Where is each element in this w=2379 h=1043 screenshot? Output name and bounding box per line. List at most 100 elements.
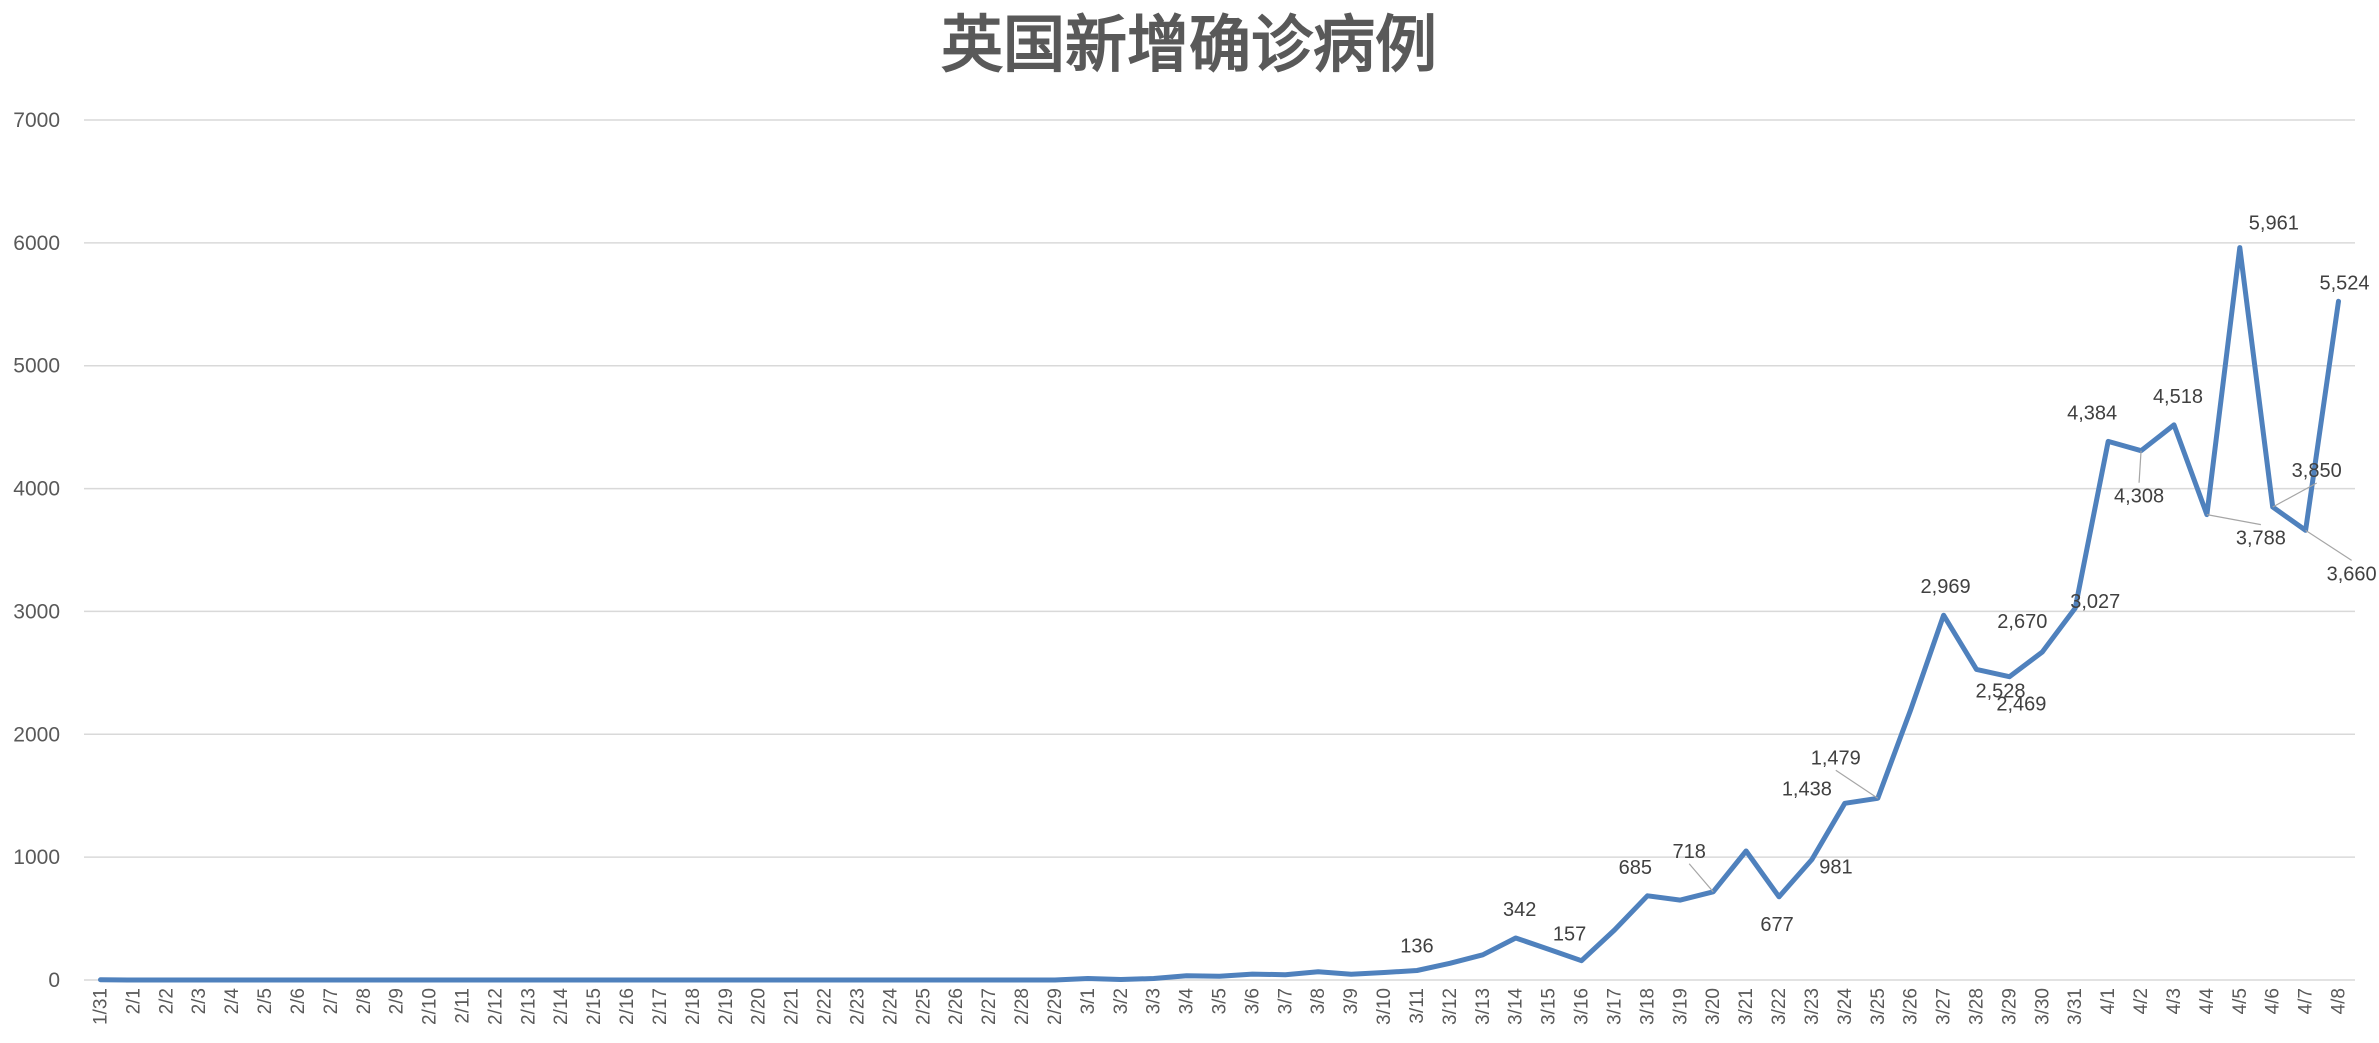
y-tick-label: 7000 <box>13 109 60 132</box>
y-tick-label: 5000 <box>13 355 60 378</box>
x-tick-label: 4/7 <box>2296 988 2317 1014</box>
x-tick-label: 2/19 <box>716 988 737 1025</box>
y-tick-label: 0 <box>48 969 60 992</box>
data-label: 718 <box>1673 841 1706 863</box>
x-tick-label: 4/8 <box>2329 988 2350 1014</box>
x-tick-label: 2/28 <box>1012 988 1033 1025</box>
x-tick-label: 2/1 <box>123 988 144 1014</box>
x-tick-label: 3/31 <box>2065 988 2086 1025</box>
data-label: 1,438 <box>1782 778 1832 800</box>
data-label: 342 <box>1503 899 1536 921</box>
leader-line <box>1688 863 1714 893</box>
x-tick-label: 3/10 <box>1374 988 1395 1025</box>
leader-line <box>2305 529 2352 561</box>
x-tick-label: 2/24 <box>880 988 901 1025</box>
x-tick-label: 2/22 <box>815 988 836 1025</box>
leader-line <box>2272 482 2318 508</box>
x-tick-label: 3/19 <box>1670 988 1691 1025</box>
x-tick-label: 3/3 <box>1144 988 1165 1014</box>
x-tick-label: 2/20 <box>749 988 770 1025</box>
x-tick-label: 3/21 <box>1736 988 1757 1025</box>
x-tick-label: 2/14 <box>551 988 572 1025</box>
x-tick-label: 3/7 <box>1275 988 1296 1014</box>
y-tick-label: 4000 <box>13 478 60 501</box>
x-tick-label: 3/20 <box>1703 988 1724 1025</box>
x-tick-label: 3/27 <box>1934 988 1955 1025</box>
x-tick-label: 3/25 <box>1868 988 1889 1025</box>
data-label: 981 <box>1819 856 1852 878</box>
x-tick-label: 3/30 <box>2032 988 2053 1025</box>
x-tick-label: 2/15 <box>584 988 605 1025</box>
x-tick-label: 2/4 <box>222 988 243 1015</box>
x-tick-label: 2/10 <box>420 988 441 1025</box>
x-tick-label: 3/22 <box>1769 988 1790 1025</box>
x-axis: 1/31 2/1 2/2 2/3 2/4 2/5 2/6 2/7 2/8 2/9 2/10 2/11 2… <box>90 988 2349 1025</box>
x-tick-label: 3/8 <box>1308 988 1329 1014</box>
chart-title: 英国新增确诊病例 <box>941 8 1437 81</box>
data-label: 3,027 <box>2070 591 2120 613</box>
x-tick-label: 2/2 <box>156 988 177 1014</box>
data-label: 2,670 <box>1997 611 2047 633</box>
data-label: 2,969 <box>1921 576 1971 598</box>
data-label: 3,788 <box>2236 528 2286 550</box>
data-label: 136 <box>1400 936 1433 958</box>
x-tick-label: 2/17 <box>650 988 671 1025</box>
leader-line <box>2206 514 2262 526</box>
x-tick-label: 3/23 <box>1802 988 1823 1025</box>
data-label: 2,469 <box>1996 694 2046 716</box>
data-label: 4,384 <box>2067 402 2117 424</box>
data-label: 2,528 <box>1975 680 2025 702</box>
series-layer <box>98 245 2341 983</box>
x-tick-label: 2/9 <box>387 988 408 1014</box>
x-tick-label: 2/8 <box>354 988 375 1014</box>
x-tick-label: 3/2 <box>1111 988 1132 1014</box>
gridlines <box>84 119 2355 981</box>
x-tick-label: 3/18 <box>1637 988 1658 1025</box>
x-tick-label: 3/12 <box>1440 988 1461 1025</box>
x-tick-label: 2/21 <box>782 988 803 1025</box>
data-label: 1,479 <box>1811 747 1861 769</box>
y-axis: 0 1000 2000 3000 4000 5000 6000 7000 <box>13 109 60 992</box>
x-tick-label: 2/13 <box>518 988 539 1025</box>
x-tick-label: 3/24 <box>1835 988 1856 1025</box>
x-tick-label: 1/31 <box>90 988 111 1025</box>
x-tick-label: 2/25 <box>913 988 934 1025</box>
x-tick-label: 2/23 <box>847 988 868 1025</box>
x-tick-label: 3/4 <box>1177 988 1198 1015</box>
leader-line <box>2138 450 2142 483</box>
data-label: 677 <box>1760 914 1793 936</box>
x-tick-label: 2/26 <box>946 988 967 1025</box>
x-tick-label: 4/6 <box>2263 988 2284 1014</box>
x-tick-label: 4/3 <box>2164 988 2185 1014</box>
x-tick-label: 4/1 <box>2098 988 2119 1014</box>
x-tick-label: 2/16 <box>617 988 638 1025</box>
x-tick-label: 2/7 <box>321 988 342 1014</box>
data-label: 5,524 <box>2320 272 2370 294</box>
x-tick-label: 2/18 <box>683 988 704 1025</box>
data-labels: 136 342 157 685 718 677 981 1,438 1,479 2,969 2,52… <box>1400 213 2376 958</box>
x-tick-label: 3/1 <box>1078 988 1099 1014</box>
x-tick-label: 4/2 <box>2131 988 2152 1014</box>
series-line <box>98 245 2341 983</box>
x-tick-label: 3/6 <box>1242 988 1263 1014</box>
y-tick-label: 3000 <box>13 600 60 623</box>
y-tick-label: 6000 <box>13 232 60 255</box>
x-tick-label: 2/3 <box>189 988 210 1014</box>
data-label: 4,518 <box>2153 386 2203 408</box>
x-tick-label: 3/9 <box>1341 988 1362 1014</box>
data-label: 157 <box>1553 924 1586 946</box>
x-tick-label: 2/12 <box>485 988 506 1025</box>
x-tick-label: 3/11 <box>1407 988 1428 1024</box>
y-tick-label: 2000 <box>13 723 60 746</box>
x-tick-label: 3/16 <box>1572 988 1593 1025</box>
x-tick-label: 3/28 <box>1967 988 1988 1025</box>
y-tick-label: 1000 <box>13 846 60 869</box>
leader-line <box>1835 769 1879 799</box>
x-tick-label: 2/11 <box>453 988 474 1024</box>
x-tick-label: 2/5 <box>255 988 276 1014</box>
x-tick-label: 3/17 <box>1604 988 1625 1025</box>
data-label: 5,961 <box>2249 213 2299 235</box>
x-tick-label: 3/5 <box>1210 988 1231 1014</box>
